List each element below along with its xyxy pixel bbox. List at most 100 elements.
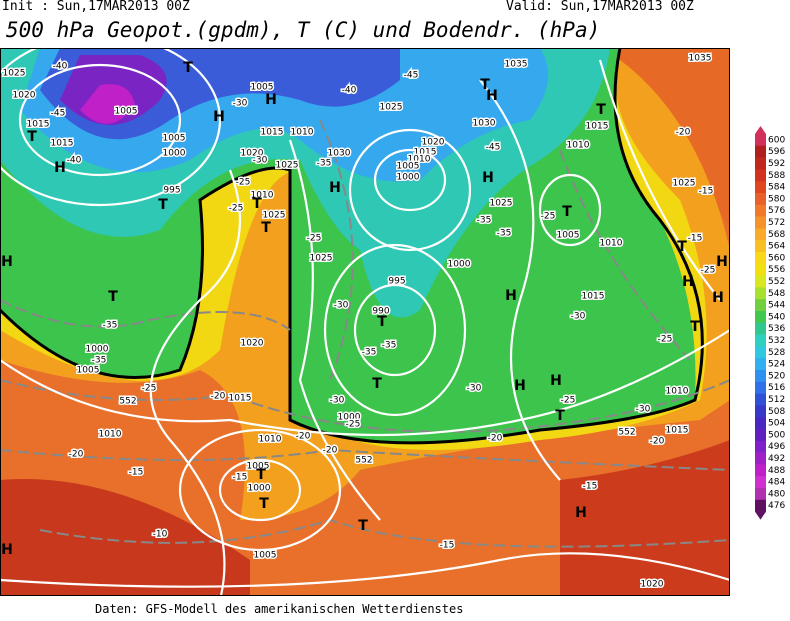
color-label: 496 xyxy=(768,442,785,452)
color-swatch xyxy=(755,452,766,465)
contour-label: -35 xyxy=(477,216,492,226)
contour-label: 1000 xyxy=(86,345,109,355)
pressure-center: H xyxy=(1,254,13,270)
color-label: 588 xyxy=(768,171,785,181)
pressure-center: T xyxy=(596,102,606,118)
contour-label: 1020 xyxy=(422,138,445,148)
contour-label: -35 xyxy=(497,229,512,239)
contour-label: 1010 xyxy=(259,435,282,445)
contour-label: -35 xyxy=(362,348,377,358)
contour-label: -30 xyxy=(330,396,345,406)
color-swatch xyxy=(755,464,766,477)
color-label: 504 xyxy=(768,419,785,429)
contour-label: -25 xyxy=(561,396,576,406)
color-label: 536 xyxy=(768,324,785,334)
color-label: 580 xyxy=(768,194,785,204)
contour-label: -25 xyxy=(142,384,157,394)
contour-label: -30 xyxy=(571,312,586,322)
contour-label: 1010 xyxy=(291,128,314,138)
contour-label: -25 xyxy=(229,204,244,214)
contour-label: -15 xyxy=(440,541,455,551)
pressure-center: T xyxy=(183,60,193,76)
pressure-center: T xyxy=(256,467,266,483)
contour-label: 1005 xyxy=(163,134,186,144)
color-label: 520 xyxy=(768,371,785,381)
color-swatch xyxy=(755,417,766,430)
contour-label: -30 xyxy=(233,99,248,109)
contour-label: -45 xyxy=(51,109,66,119)
pressure-center: T xyxy=(562,204,572,220)
contour-label: 1015 xyxy=(666,426,689,436)
pressure-center: H xyxy=(514,378,526,394)
pressure-center: H xyxy=(550,373,562,389)
contour-label: -20 xyxy=(69,450,84,460)
contour-label: 1015 xyxy=(51,139,74,149)
color-arrow-bottom xyxy=(755,511,766,520)
color-swatch xyxy=(755,334,766,347)
contour-label: 1025 xyxy=(673,179,696,189)
contour-label: 1005 xyxy=(254,551,277,561)
contour-label: 1015 xyxy=(27,120,50,130)
contour-label: -15 xyxy=(699,187,714,197)
contour-label: -35 xyxy=(317,159,332,169)
contour-label: 1015 xyxy=(586,122,609,132)
color-swatch xyxy=(755,134,766,147)
pressure-center: H xyxy=(716,254,728,270)
pressure-center: T xyxy=(372,376,382,392)
contour-label: -15 xyxy=(583,482,598,492)
contour-label: -15 xyxy=(688,234,703,244)
pressure-center: T xyxy=(108,289,118,305)
contour-label: 1030 xyxy=(328,149,351,159)
contour-label: -20 xyxy=(676,128,691,138)
color-label: 576 xyxy=(768,206,785,216)
color-swatch xyxy=(755,405,766,418)
contour-label: 1020 xyxy=(241,149,264,159)
contour-label: -30 xyxy=(467,384,482,394)
contour-label: -35 xyxy=(103,321,118,331)
contour-label: -40 xyxy=(67,156,82,166)
contour-label: -15 xyxy=(233,473,248,483)
contour-label: 1035 xyxy=(689,54,712,64)
pressure-center: T xyxy=(377,314,387,330)
pressure-center: T xyxy=(259,496,269,512)
contour-label: 1005 xyxy=(397,162,420,172)
contour-label: 1025 xyxy=(3,69,26,79)
contour-label: 1010 xyxy=(666,387,689,397)
pressure-center: T xyxy=(27,129,37,145)
color-label: 568 xyxy=(768,230,785,240)
color-swatch xyxy=(755,145,766,158)
contour-label: -35 xyxy=(382,341,397,351)
color-swatch xyxy=(755,429,766,442)
contour-label: -30 xyxy=(253,156,268,166)
contour-label: -35 xyxy=(92,356,107,366)
contour-label: 1000 xyxy=(448,260,471,270)
color-label: 544 xyxy=(768,301,785,311)
contour-label: -10 xyxy=(153,530,168,540)
contour-label: 552 xyxy=(119,397,136,407)
color-label: 512 xyxy=(768,395,785,405)
contour-label: 1000 xyxy=(338,413,361,423)
color-label: 556 xyxy=(768,265,785,275)
color-label: 476 xyxy=(768,501,785,511)
contour-label: -45 xyxy=(404,71,419,81)
color-swatch xyxy=(755,193,766,206)
map-title: 500 hPa Geopot.(gpdm), T (C) und Bodendr… xyxy=(6,18,600,42)
color-swatch xyxy=(755,440,766,453)
contour-label: 552 xyxy=(618,428,635,438)
contour-label: 1030 xyxy=(473,119,496,129)
color-label: 480 xyxy=(768,489,785,499)
color-swatch xyxy=(755,346,766,359)
valid-time: Valid: Sun,17MAR2013 00Z xyxy=(506,0,694,14)
contour-label: -30 xyxy=(334,301,349,311)
contour-label: 990 xyxy=(372,307,389,317)
contour-label: -20 xyxy=(650,437,665,447)
contour-label: 1020 xyxy=(241,339,264,349)
contour-label: 995 xyxy=(163,186,180,196)
color-swatch xyxy=(755,370,766,383)
color-arrow-top xyxy=(755,126,766,134)
contour-label: 1005 xyxy=(251,83,274,93)
color-swatch xyxy=(755,488,766,501)
pressure-center: T xyxy=(358,518,368,534)
